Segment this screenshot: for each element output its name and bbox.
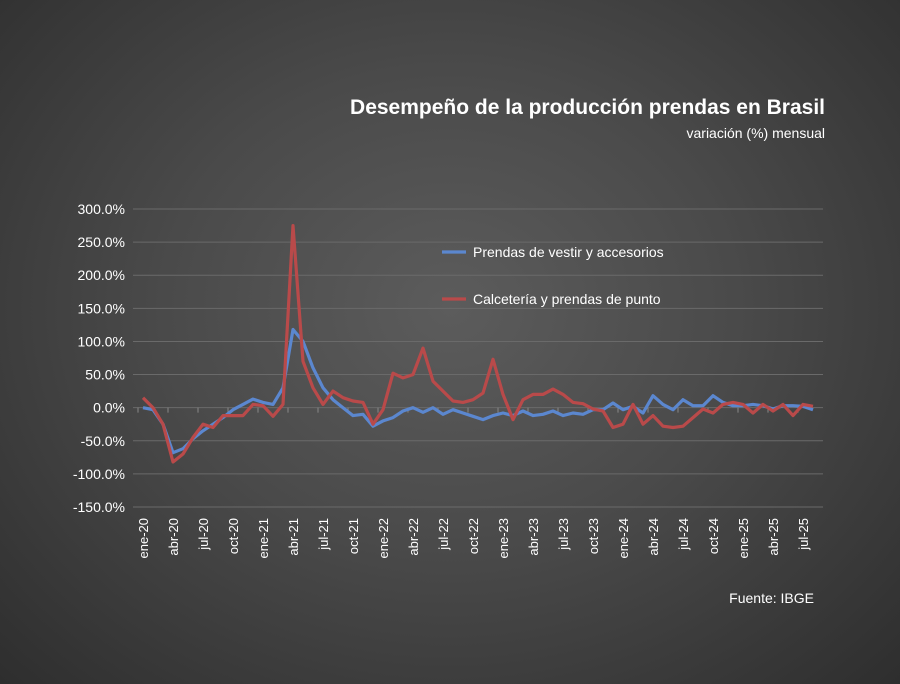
x-tick-label: jul-22 xyxy=(436,518,451,551)
x-tick-label: abr-20 xyxy=(166,518,181,556)
x-tick-label: oct-20 xyxy=(226,518,241,554)
x-tick-label: abr-23 xyxy=(526,518,541,556)
x-tick-label: jul-20 xyxy=(196,518,211,551)
x-tick-label: ene-20 xyxy=(136,518,151,558)
legend-label: Calcetería y prendas de punto xyxy=(473,291,661,307)
y-tick-label: 150.0% xyxy=(78,300,125,316)
chart-subtitle: variación (%) mensual xyxy=(686,125,826,141)
y-tick-label: 0.0% xyxy=(93,400,125,416)
y-tick-label: -150.0% xyxy=(73,499,125,515)
series-line-1 xyxy=(142,327,814,455)
x-tick-label: abr-21 xyxy=(286,518,301,556)
series-line-2 xyxy=(141,224,814,464)
x-tick-label: ene-21 xyxy=(256,518,271,558)
x-tick-label: ene-22 xyxy=(376,518,391,558)
x-tick-label: oct-21 xyxy=(346,518,361,554)
chart-title: Desempeño de la producción prendas en Br… xyxy=(350,96,825,119)
source-note: Fuente: IBGE xyxy=(729,590,814,606)
x-tick-label: jul-21 xyxy=(316,518,331,551)
y-tick-label: 250.0% xyxy=(78,234,125,250)
y-tick-label: 50.0% xyxy=(85,367,125,383)
x-tick-label: ene-23 xyxy=(496,518,511,558)
x-tick-label: abr-25 xyxy=(766,518,781,556)
y-tick-label: -100.0% xyxy=(73,466,125,482)
y-tick-label: 300.0% xyxy=(78,201,125,217)
x-tick-label: oct-22 xyxy=(466,518,481,554)
x-tick-label: abr-22 xyxy=(406,518,421,556)
x-tick-label: abr-24 xyxy=(646,518,661,556)
x-tick-label: jul-23 xyxy=(556,518,571,551)
x-tick-label: ene-25 xyxy=(736,518,751,558)
y-tick-label: -50.0% xyxy=(81,433,125,449)
x-tick-label: jul-24 xyxy=(676,518,691,551)
y-tick-label: 100.0% xyxy=(78,333,125,349)
x-tick-label: jul-25 xyxy=(796,518,811,551)
x-tick-label: oct-23 xyxy=(586,518,601,554)
legend-label: Prendas de vestir y accesorios xyxy=(473,244,664,260)
x-tick-label: oct-24 xyxy=(706,518,721,554)
x-tick-label: ene-24 xyxy=(616,518,631,558)
y-tick-label: 200.0% xyxy=(78,267,125,283)
